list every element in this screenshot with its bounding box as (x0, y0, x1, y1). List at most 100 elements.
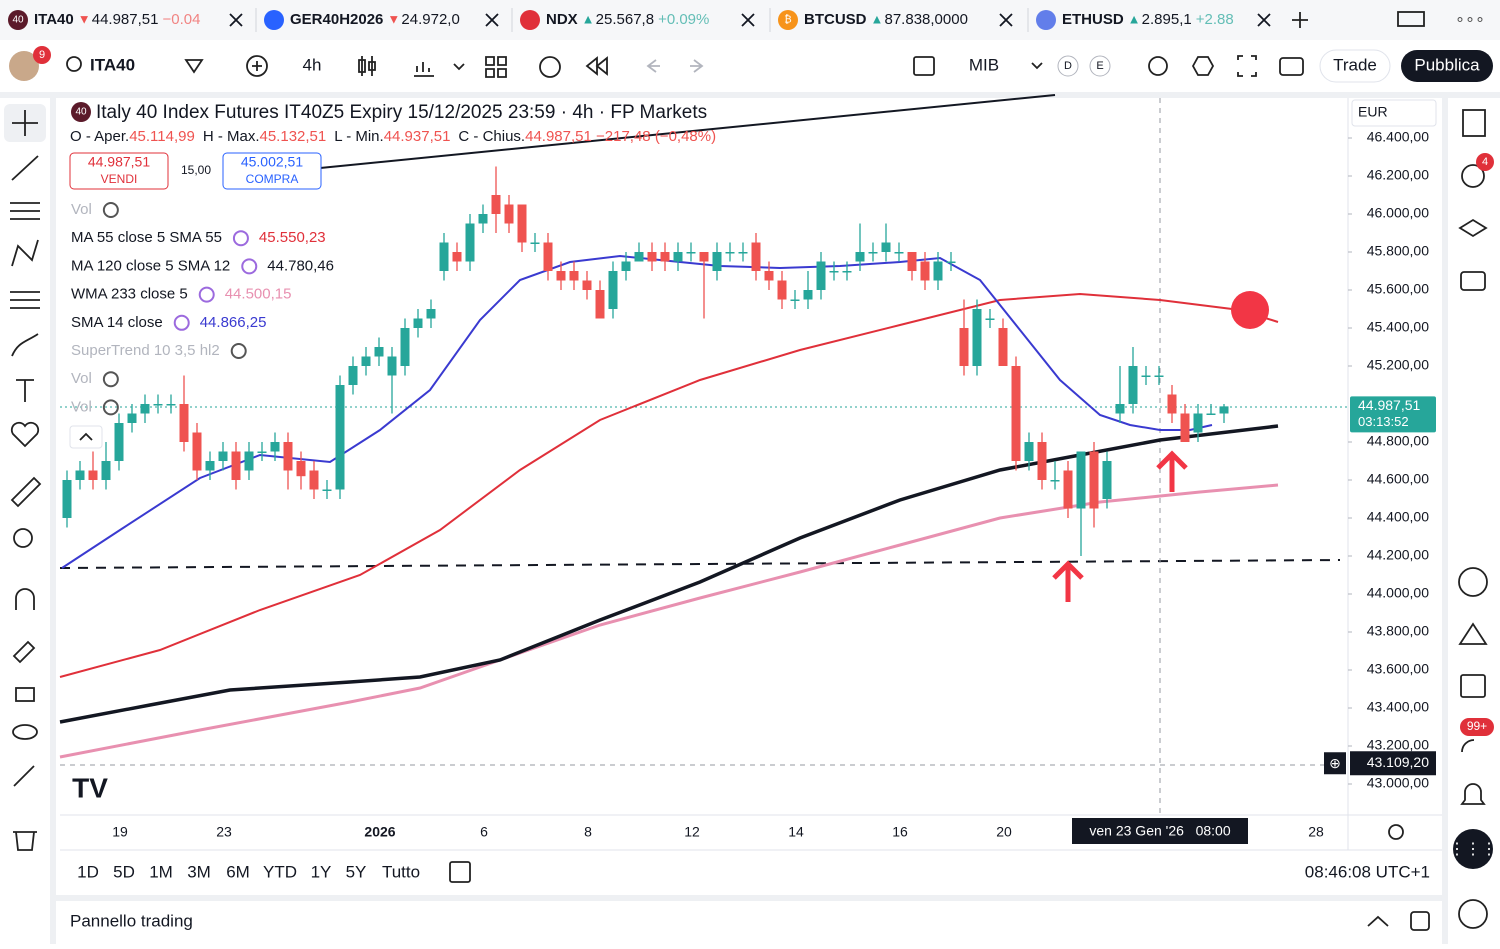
range-button[interactable]: 3M (187, 862, 211, 881)
trading-panel[interactable]: Pannello trading (70, 911, 193, 930)
zoom-tool[interactable] (13, 528, 33, 548)
replay-icon[interactable] (585, 56, 608, 76)
range-button[interactable]: 1Y (311, 862, 332, 881)
e-button[interactable] (1089, 55, 1111, 77)
trade-button[interactable] (1319, 49, 1391, 83)
exchange[interactable]: MIB (969, 55, 999, 74)
tab-icon[interactable] (8, 10, 28, 30)
range-button[interactable]: 1M (149, 862, 173, 881)
fib-tool[interactable] (10, 202, 40, 220)
tab-close[interactable] (741, 13, 755, 27)
fullscreen-box[interactable] (913, 56, 935, 76)
trendline-tool[interactable] (11, 155, 39, 181)
range-button[interactable]: 5Y (346, 862, 367, 881)
range-button[interactable]: 5D (113, 862, 135, 881)
add-alert-box[interactable] (1324, 752, 1346, 775)
tab-symbol[interactable]: NDX (546, 11, 578, 28)
dropdown[interactable] (1031, 62, 1043, 70)
new-tab[interactable] (1292, 12, 1308, 28)
settings-icon[interactable] (232, 230, 249, 247)
pattern-tool[interactable] (11, 239, 39, 267)
hidden-icon[interactable] (102, 371, 119, 388)
tab-symbol[interactable]: ETHUSD (1062, 11, 1124, 28)
search-icon[interactable] (66, 56, 82, 72)
tab-close[interactable] (229, 13, 243, 27)
dropdown[interactable] (453, 63, 465, 71)
layout-switch[interactable] (1397, 11, 1425, 27)
indicator-name[interactable]: WMA 233 close 5 (71, 286, 188, 303)
snapshot-icon[interactable] (1279, 57, 1304, 76)
compare-icon[interactable] (184, 59, 204, 74)
calendar-icon[interactable] (1460, 674, 1486, 698)
indicator-name[interactable]: SuperTrend 10 3,5 hl2 (71, 342, 220, 359)
symbol-search[interactable]: ITA40 (90, 55, 135, 74)
feed-icon[interactable] (1461, 739, 1475, 753)
settings-icon[interactable] (198, 286, 215, 303)
settings-icon[interactable] (173, 314, 190, 331)
undo[interactable] (646, 59, 660, 73)
help-icon[interactable] (1458, 899, 1488, 929)
indicator-name[interactable]: Vol (71, 398, 92, 415)
forecast-tool[interactable] (10, 291, 40, 309)
chart-type-icon[interactable] (358, 56, 376, 76)
collapse-legend[interactable] (69, 425, 103, 449)
delete-tool[interactable] (13, 831, 37, 851)
apps-button[interactable] (1453, 829, 1493, 869)
clock[interactable]: 08:46:08 UTC+1 (1305, 862, 1430, 881)
sell-button[interactable] (69, 152, 169, 190)
lock-drawing-tool[interactable] (12, 640, 36, 664)
indicator-name[interactable]: Vol (71, 201, 92, 218)
notification-icon[interactable] (1460, 783, 1486, 805)
expand-panel[interactable] (1367, 915, 1389, 927)
indicator-name[interactable]: MA 120 close 5 SMA 12 (71, 257, 230, 274)
target-icon[interactable] (1458, 567, 1488, 597)
settings-icon[interactable] (241, 258, 258, 275)
more[interactable]: ∘∘∘ (1455, 11, 1485, 28)
maximize-panel[interactable] (1410, 911, 1430, 931)
indicator-name[interactable]: SMA 14 close (71, 314, 163, 331)
hidden-icon[interactable] (102, 399, 119, 416)
alert-icon[interactable] (539, 56, 561, 78)
buy-button[interactable] (222, 152, 322, 190)
avatar[interactable] (9, 51, 39, 81)
tab-symbol[interactable]: GER40H2026 (290, 11, 383, 28)
hidden-icon[interactable] (230, 343, 247, 359)
range-button[interactable]: YTD (263, 862, 297, 881)
indicators-icon[interactable] (414, 62, 434, 77)
chat-icon[interactable] (1460, 271, 1486, 291)
magic-icon[interactable] (1148, 56, 1168, 76)
alerts-icon[interactable] (1461, 164, 1485, 188)
tab-symbol[interactable]: ITA40 (34, 11, 74, 28)
tab-icon[interactable] (520, 10, 540, 30)
magnet-tool[interactable] (15, 588, 35, 610)
visibility-tool[interactable] (12, 724, 38, 740)
date-range-icon[interactable] (449, 861, 471, 883)
tab-icon[interactable] (778, 10, 798, 30)
ruler-tool[interactable] (10, 476, 42, 508)
range-button[interactable]: Tutto (382, 862, 420, 881)
hidden-icon[interactable] (102, 202, 119, 218)
indicator-name[interactable]: MA 55 close 5 SMA 55 (71, 229, 222, 246)
link-tool[interactable] (13, 765, 35, 787)
settings-icon[interactable] (1191, 56, 1215, 76)
add-symbol[interactable] (246, 55, 268, 77)
tab-icon[interactable] (264, 10, 284, 30)
axis-settings[interactable] (1388, 824, 1404, 840)
tab-icon[interactable] (1036, 10, 1056, 30)
currency-select[interactable] (1351, 99, 1437, 127)
tab-symbol[interactable]: BTCUSD (804, 11, 867, 28)
crosshair-tool[interactable] (12, 110, 38, 136)
brush-tool[interactable] (11, 333, 39, 357)
layout-icon[interactable] (485, 56, 507, 78)
favorites-tool[interactable] (10, 421, 40, 448)
lock-tool[interactable] (15, 687, 35, 702)
publish-button[interactable] (1401, 50, 1493, 82)
range-button[interactable]: 1D (77, 862, 99, 881)
tab-close[interactable] (1257, 13, 1271, 27)
d-button[interactable] (1057, 55, 1079, 77)
text-tool[interactable] (16, 379, 34, 402)
interval[interactable]: 4h (303, 55, 322, 74)
range-button[interactable]: 6M (226, 862, 250, 881)
redo[interactable] (690, 59, 704, 73)
tab-close[interactable] (485, 13, 499, 27)
